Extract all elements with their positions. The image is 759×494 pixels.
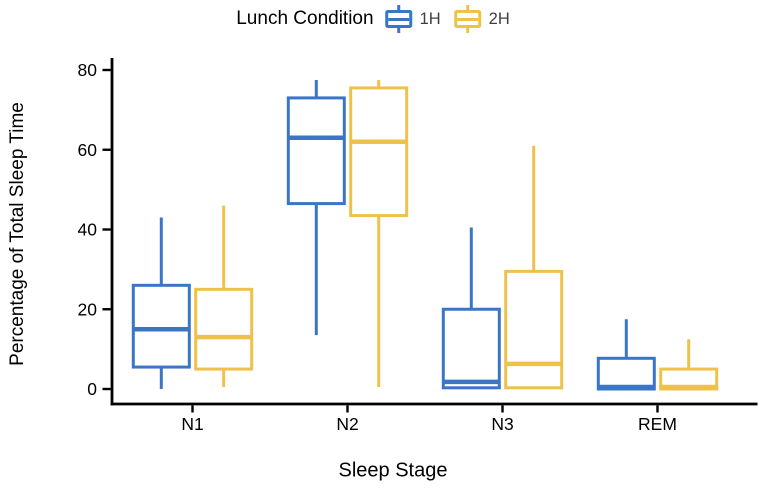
legend-title: Lunch Condition — [236, 8, 374, 29]
y-tick-label: 40 — [78, 220, 98, 240]
y-tick-label: 80 — [78, 60, 98, 80]
y-tick-label: 20 — [78, 299, 98, 319]
box-1H-REM — [596, 356, 656, 391]
legend: Lunch Condition 1H 2H — [236, 5, 510, 33]
x-tick-label: N3 — [491, 414, 513, 434]
y-axis-title: Percentage of Total Sleep Time — [7, 102, 28, 366]
x-tick-label: N2 — [336, 414, 358, 434]
box-1H-N3 — [441, 307, 501, 390]
box-2H-N1 — [194, 287, 254, 371]
boxplot-glyph-1h-icon — [385, 5, 413, 33]
y-tick-label: 60 — [78, 140, 98, 160]
y-tick-label: 0 — [87, 379, 97, 399]
box-1H-N1 — [131, 283, 191, 369]
legend-label-2h: 2H — [488, 9, 510, 28]
x-tick-label: N1 — [181, 414, 203, 434]
x-axis-title: Sleep Stage — [338, 459, 448, 482]
legend-item-1h[interactable]: 1H — [385, 5, 441, 33]
legend-item-2h[interactable]: 2H — [454, 5, 510, 33]
box-2H-N2 — [349, 86, 409, 218]
box-1H-N2 — [286, 96, 346, 206]
x-tick-label: REM — [638, 414, 677, 434]
box-2H-N3 — [504, 269, 564, 390]
legend-label-1h: 1H — [419, 9, 441, 28]
boxplot-glyph-2h-icon — [454, 5, 482, 33]
